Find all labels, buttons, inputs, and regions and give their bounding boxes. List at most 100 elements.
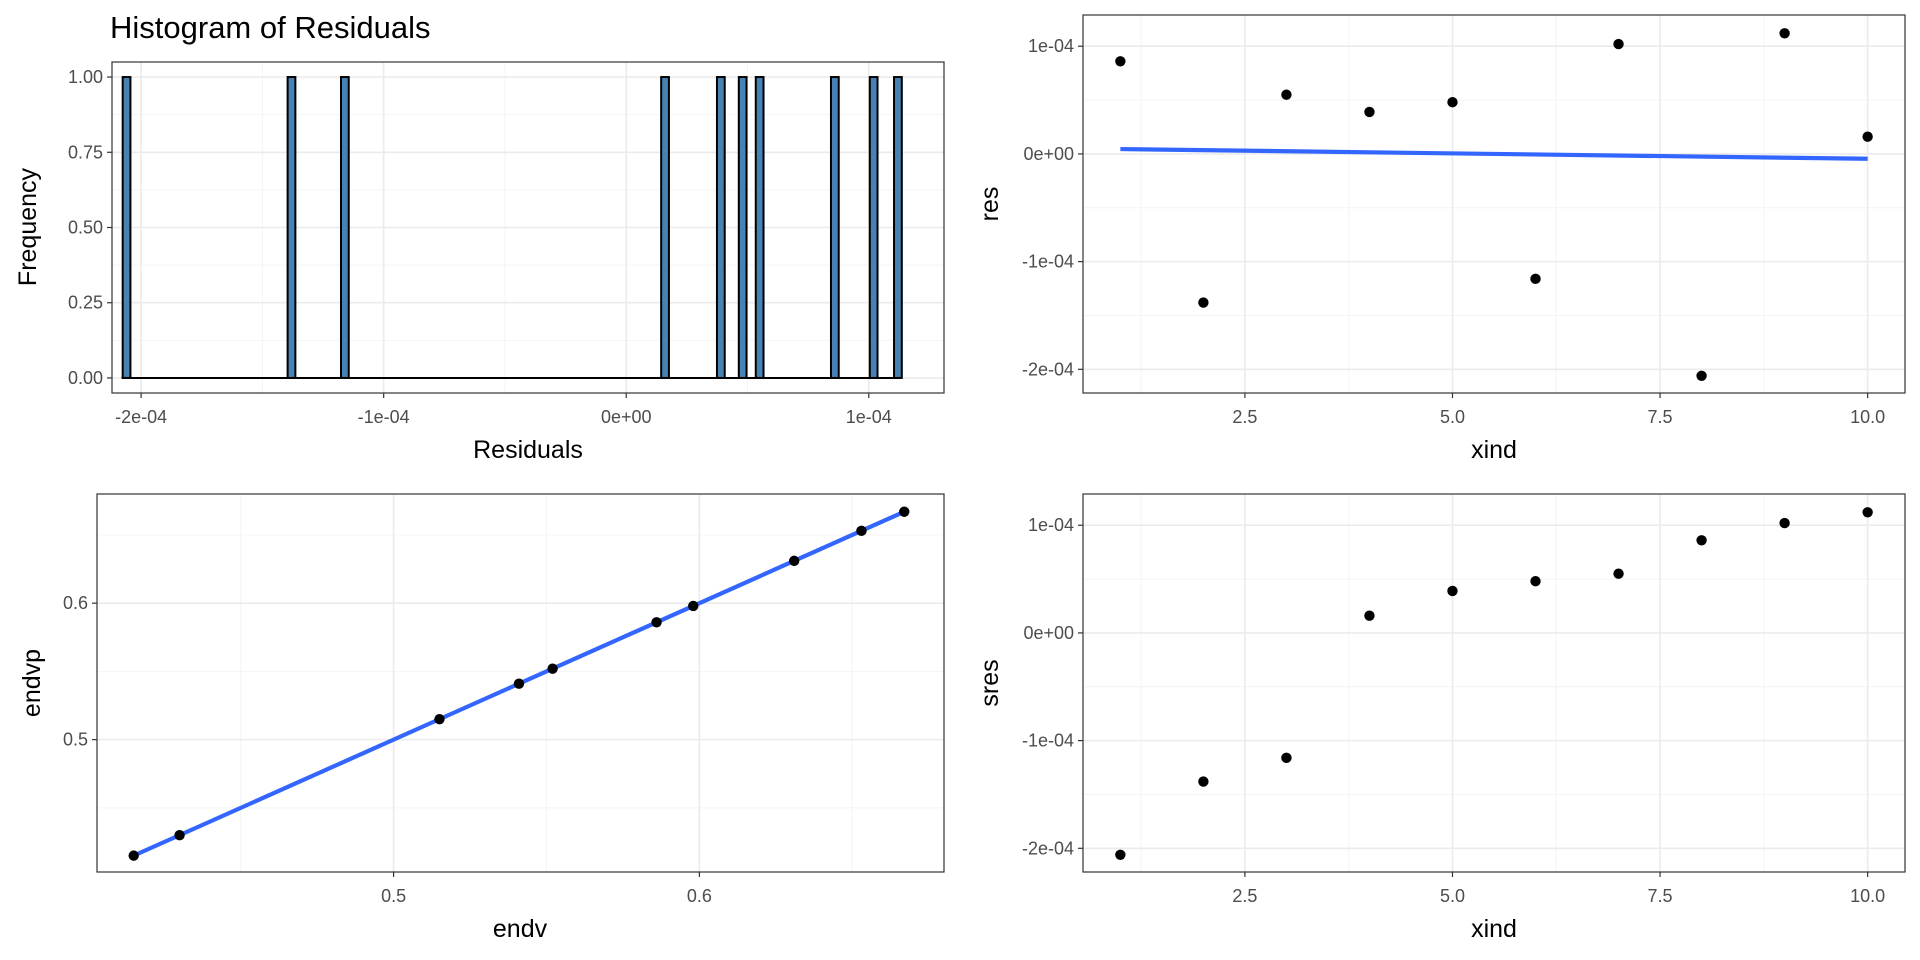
sres-x-axis-ticks: 2.5 5.0 7.5 10.0 (1232, 872, 1885, 906)
data-point (651, 617, 662, 628)
sres-y-axis-title: sres (976, 659, 1004, 706)
data-point (688, 600, 699, 612)
histogram-bar (715, 76, 726, 379)
x-tick-label: 5.0 (1440, 886, 1465, 906)
x-tick-label: 10.0 (1850, 407, 1885, 427)
data-point (1862, 507, 1873, 518)
data-point (1779, 517, 1790, 529)
data-point (1281, 752, 1292, 764)
y-tick-label: 0.50 (68, 218, 103, 238)
x-tick-label: 0e+00 (601, 407, 652, 427)
data-point (1613, 38, 1624, 50)
y-tick-label: 0e+00 (1023, 144, 1074, 164)
x-tick-label: 10.0 (1850, 886, 1885, 906)
y-tick-label: 0.6 (63, 593, 88, 613)
histogram-x-axis-ticks: -2e-04 -1e-04 0e+00 1e-04 (115, 393, 892, 427)
histogram-bar (754, 76, 765, 379)
y-tick-label: 0e+00 (1023, 623, 1074, 643)
res-vs-xind-panel: 2.5 5.0 7.5 10.0 -2e-04 -1e-04 0e+00 1e-04 xin… (976, 14, 1906, 464)
res-plot-area (1083, 15, 1905, 393)
histogram-bar (829, 76, 840, 379)
sres-x-axis-title: xind (1471, 915, 1517, 943)
endvp-gridlines (97, 494, 944, 872)
data-point (1779, 28, 1790, 39)
endvp-vs-endv-panel: 0.5 0.6 0.5 0.6 endv endvp (18, 493, 945, 943)
data-point (1115, 849, 1126, 860)
sres-y-axis-ticks: -2e-04 -1e-04 0e+00 1e-04 (1022, 515, 1083, 858)
y-tick-label: -1e-04 (1022, 252, 1074, 272)
histogram-bar (893, 76, 903, 379)
data-point (1281, 89, 1292, 100)
histogram-bars (121, 76, 903, 379)
histogram-bar (121, 76, 132, 379)
histogram-panel: Histogram of Residuals -2e-04 -1e-04 0e+00… (14, 10, 945, 464)
endvp-panel-border (96, 493, 945, 873)
y-tick-label: 1e-04 (1028, 515, 1074, 535)
res-panel-border (1082, 14, 1906, 394)
x-tick-label: 5.0 (1440, 407, 1465, 427)
y-tick-label: 0.75 (68, 142, 103, 162)
data-point (1696, 370, 1707, 381)
histogram-title: Histogram of Residuals (110, 10, 430, 45)
y-tick-label: 0.25 (68, 293, 103, 313)
res-y-axis-title: res (976, 187, 1004, 222)
endvp-y-axis-title: endvp (18, 649, 46, 717)
x-tick-label: 2.5 (1232, 886, 1257, 906)
data-point (1447, 585, 1458, 597)
res-x-axis-ticks: 2.5 5.0 7.5 10.0 (1232, 393, 1885, 427)
sres-vs-xind-panel: 2.5 5.0 7.5 10.0 -2e-04 -1e-04 0e+00 1e-04 xin… (976, 493, 1906, 943)
data-point (547, 663, 558, 674)
data-point (434, 713, 445, 725)
histogram-y-axis-title: Frequency (14, 167, 42, 286)
y-tick-label: -1e-04 (1022, 731, 1074, 751)
x-tick-label: 7.5 (1648, 886, 1673, 906)
histogram-bar (868, 76, 879, 379)
x-tick-label: 0.6 (687, 886, 712, 906)
histogram-bar (660, 76, 670, 379)
data-point (1530, 273, 1541, 285)
x-tick-label: -1e-04 (358, 407, 410, 427)
x-tick-label: 1e-04 (846, 407, 892, 427)
data-point (513, 678, 525, 689)
x-tick-label: 2.5 (1232, 407, 1257, 427)
data-point (1696, 535, 1707, 546)
histogram-y-axis-ticks: 0.00 0.25 0.50 0.75 1.00 (68, 67, 112, 388)
data-point (899, 506, 910, 517)
data-point (1364, 106, 1375, 118)
data-point (128, 850, 139, 861)
y-tick-label: 0.5 (63, 730, 88, 750)
y-tick-label: -2e-04 (1022, 359, 1074, 379)
data-point (1447, 97, 1458, 108)
sres-gridlines (1083, 494, 1905, 872)
y-tick-label: -2e-04 (1022, 838, 1074, 858)
histogram-bar (339, 76, 350, 379)
res-marks (1115, 28, 1873, 381)
fit-line (1120, 146, 1868, 161)
data-point (1198, 297, 1209, 308)
y-tick-label: 0.00 (68, 368, 103, 388)
data-point (1862, 131, 1873, 142)
histogram-x-axis-title: Residuals (473, 436, 583, 464)
x-tick-label: -2e-04 (115, 407, 167, 427)
endvp-x-axis-title: endv (493, 915, 548, 943)
data-point (174, 829, 185, 841)
sres-panel-border (1082, 493, 1906, 873)
data-point (1115, 56, 1126, 67)
x-tick-label: 0.5 (381, 886, 406, 906)
data-point (1198, 776, 1209, 787)
data-point (1613, 568, 1624, 579)
sres-marks (1115, 507, 1873, 860)
data-point (856, 525, 867, 537)
res-y-axis-ticks: -2e-04 -1e-04 0e+00 1e-04 (1022, 36, 1083, 379)
data-point (788, 555, 800, 567)
endvp-y-axis-ticks: 0.5 0.6 (63, 593, 97, 750)
x-tick-label: 7.5 (1648, 407, 1673, 427)
data-point (1364, 610, 1375, 621)
data-point (1530, 576, 1541, 587)
endvp-x-axis-ticks: 0.5 0.6 (381, 872, 712, 906)
y-tick-label: 1.00 (68, 67, 103, 87)
y-tick-label: 1e-04 (1028, 36, 1074, 56)
histogram-bar (737, 76, 748, 379)
histogram-bar (286, 76, 297, 379)
